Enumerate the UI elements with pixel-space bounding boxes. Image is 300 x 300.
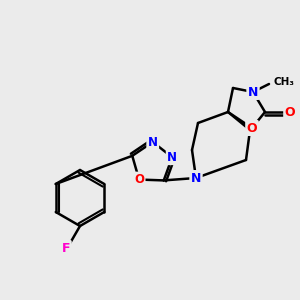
Text: O: O — [285, 106, 295, 118]
Text: N: N — [148, 136, 158, 148]
Text: N: N — [191, 172, 201, 184]
Text: F: F — [62, 242, 70, 254]
Text: N: N — [167, 151, 177, 164]
Text: O: O — [134, 173, 144, 186]
Text: CH₃: CH₃ — [273, 77, 294, 87]
Text: O: O — [247, 122, 257, 134]
Text: N: N — [248, 85, 258, 98]
